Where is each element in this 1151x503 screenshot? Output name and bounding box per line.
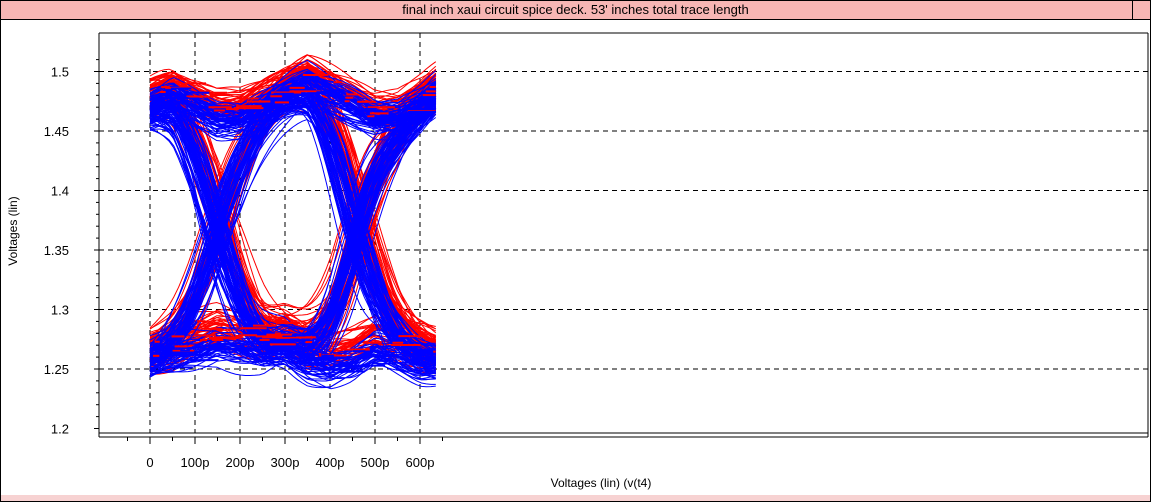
trace-line bbox=[149, 108, 437, 349]
trace-line bbox=[149, 99, 437, 363]
y-tick-label: 1.5 bbox=[51, 65, 69, 80]
x-tick-label: 100p bbox=[181, 455, 210, 470]
axes-frame bbox=[98, 32, 1149, 438]
y-tick-label: 1.3 bbox=[51, 303, 69, 318]
x-tick-label: 400p bbox=[316, 455, 345, 470]
trace-line bbox=[149, 118, 436, 367]
trace-line bbox=[149, 96, 437, 349]
trace-line bbox=[149, 77, 437, 129]
trace-line bbox=[149, 338, 436, 367]
level-band-0 bbox=[152, 74, 436, 357]
trace-line bbox=[149, 102, 437, 362]
plot-title-bar: final inch xaui circuit spice deck. 53' … bbox=[1, 1, 1150, 20]
y-tick-label: 1.4 bbox=[51, 184, 69, 199]
trace-line bbox=[149, 106, 436, 373]
trace-line bbox=[149, 106, 437, 376]
x-axis-title: Voltages (lin) (v(t4) bbox=[551, 476, 652, 490]
x-tick-label: 0 bbox=[146, 455, 153, 470]
y-tick-label: 1.2 bbox=[51, 422, 69, 437]
trace-line bbox=[149, 116, 436, 356]
trace-line bbox=[149, 100, 437, 359]
trace-line bbox=[149, 77, 437, 112]
level-band-1 bbox=[158, 85, 436, 373]
y-tick-label: 1.25 bbox=[44, 362, 69, 377]
x-tick-label: 600p bbox=[406, 455, 435, 470]
x-tick-label: 500p bbox=[361, 455, 390, 470]
trace-line bbox=[149, 86, 436, 361]
plot-title: final inch xaui circuit spice deck. 53' … bbox=[402, 2, 749, 17]
y-tick-label: 1.45 bbox=[44, 124, 69, 139]
trace-line bbox=[149, 92, 436, 360]
trace-line bbox=[149, 100, 437, 373]
trace-line bbox=[149, 103, 437, 360]
series-blue bbox=[149, 59, 437, 390]
y-axis-ticks: 1.2 1.25 1.3 1.35 1.4 1.45 1.5 bbox=[44, 59, 99, 437]
trace-line bbox=[149, 110, 437, 378]
trace-line bbox=[149, 93, 437, 364]
y-axis-title: Voltages (lin) bbox=[6, 196, 20, 265]
trace-line bbox=[149, 74, 437, 355]
footer-strip bbox=[1, 495, 1150, 501]
y-tick-label: 1.35 bbox=[44, 243, 69, 258]
x-axis-ticks: 0 100p 200p 300p 400p 500p 600p bbox=[127, 437, 443, 470]
waveform-traces bbox=[149, 54, 437, 390]
x-tick-label: 300p bbox=[271, 455, 300, 470]
x-tick-label: 200p bbox=[226, 455, 255, 470]
title-bar-corner-box bbox=[1132, 1, 1150, 19]
